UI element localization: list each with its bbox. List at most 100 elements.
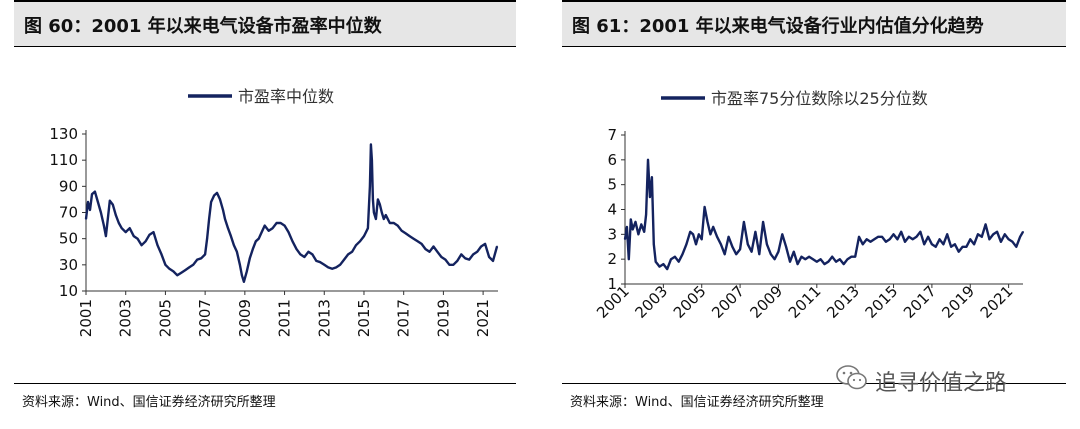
data-point [689,230,692,233]
watermark-text: 追寻价值之路 [875,371,1008,396]
data-point [624,238,626,241]
data-point [743,221,745,223]
y-tick-label: 6 [607,151,617,169]
data-point [271,227,274,230]
right-source-note: 资料来源：Wind、国信证券经济研究所整理 [570,395,824,410]
data-point [404,232,407,235]
data-point [374,218,377,220]
data-point [295,248,298,251]
data-point [184,269,187,271]
data-point [626,225,628,228]
x-tick-label: 2017 [900,282,940,322]
data-point [213,194,215,197]
data-point [238,263,241,266]
data-point [629,218,632,221]
data-point [363,235,365,237]
data-point [428,250,431,253]
x-tick-label: 2011 [785,282,825,322]
series-line [623,158,1025,271]
x-tick-label: 2007 [196,299,214,337]
data-point [496,245,498,248]
y-tick-label: 30 [59,256,78,274]
data-point [210,201,212,203]
data-point [973,243,975,246]
data-point [685,243,688,246]
data-point [869,240,872,243]
left-title-bar: 图 60：2001 年以来电气设备市盈率中位数 [14,0,516,47]
data-point [242,280,245,283]
data-point [359,240,361,243]
data-point [800,255,803,258]
data-point [637,233,640,236]
x-tick-label: 2009 [747,282,787,322]
data-point [957,250,960,253]
watermark: 追寻价值之路 [835,362,1050,396]
x-tick-label: 2015 [355,299,373,337]
data-point [1022,230,1024,233]
data-point [977,233,979,236]
data-point [819,258,822,261]
x-tick-label: 2019 [434,299,452,337]
y-tick-label: 130 [49,125,78,143]
data-point [934,245,937,248]
data-point [339,263,342,266]
data-point [492,260,494,262]
data-point [938,238,941,241]
y-tick-label: 50 [59,230,78,248]
data-point [283,224,286,227]
data-point [91,193,93,196]
data-point [892,233,895,236]
data-point [484,243,486,245]
y-tick-label: 5 [607,176,617,194]
data-point [460,253,463,256]
x-tick-label: 2015 [862,282,902,322]
data-point [480,245,483,248]
data-point [227,227,229,230]
data-point [200,257,203,260]
data-point [946,233,949,236]
data-point [230,235,232,237]
data-point [303,256,306,258]
data-point [773,258,776,261]
data-point [416,240,419,243]
data-point [804,258,807,261]
data-point [846,258,849,261]
data-point [240,274,243,277]
data-point [640,223,643,226]
data-point [954,243,956,246]
data-point [1000,240,1002,243]
data-point [984,223,987,226]
data-point [106,218,109,220]
data-point [144,240,147,243]
data-point [365,231,367,234]
data-point [900,230,903,233]
data-point [444,258,447,261]
data-point [695,243,697,246]
y-tick-label: 3 [607,225,617,243]
data-point [440,256,443,258]
data-point [654,260,657,263]
data-point [160,253,163,256]
y-tick-label: 10 [59,282,78,300]
data-point [656,263,659,266]
data-point [861,243,864,246]
x-tick-label: 2005 [670,282,710,322]
data-point [969,238,972,241]
data-point [370,143,372,146]
data-point [369,185,371,188]
data-point [224,218,226,220]
data-point [327,266,330,269]
data-point [154,237,157,240]
data-point [378,203,381,206]
data-point [472,253,475,256]
data-point [311,253,314,256]
data-point [919,230,922,233]
data-point [140,244,143,247]
data-point [236,250,238,253]
wechat-icon [836,365,867,390]
data-point [727,235,730,238]
data-point [709,233,712,236]
data-point [666,268,669,270]
data-point [464,257,467,260]
data-point [720,243,722,246]
